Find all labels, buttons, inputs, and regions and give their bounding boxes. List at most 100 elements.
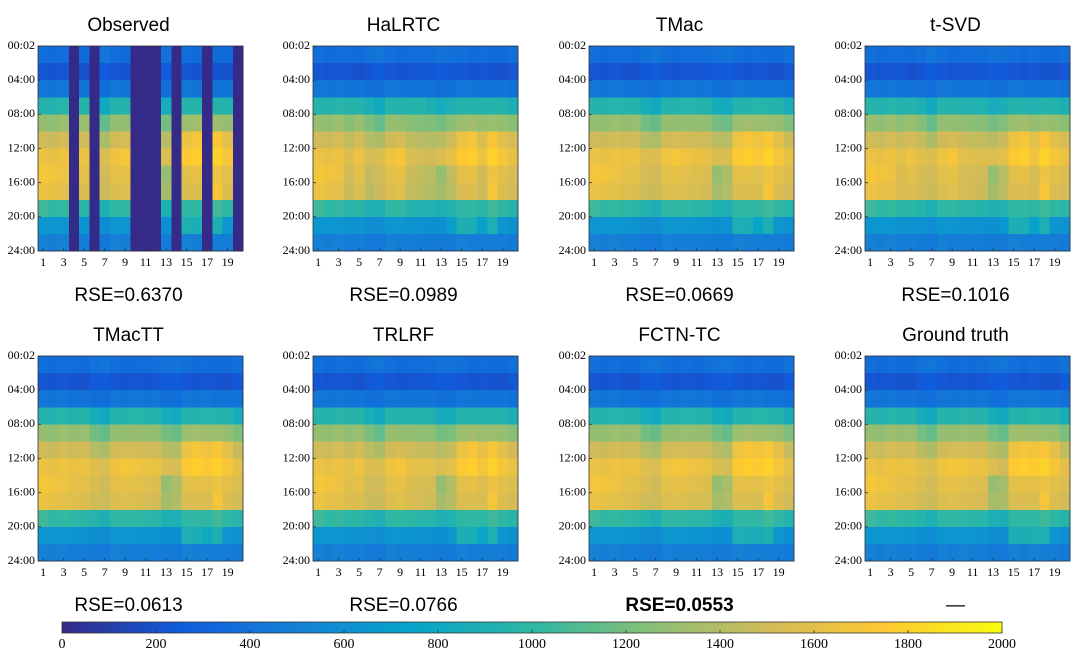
heat-cell	[742, 458, 754, 476]
heat-cell	[415, 199, 427, 218]
heat-cell	[1018, 199, 1030, 218]
heat-cell	[58, 63, 70, 81]
heat-cell	[232, 492, 244, 511]
heat-cell	[947, 63, 958, 81]
x-tick-label: 3	[61, 565, 67, 579]
heat-cell	[38, 182, 49, 201]
heat-cell	[681, 46, 692, 64]
heat-cell	[191, 182, 203, 201]
panel-title: HaLRTC	[367, 15, 441, 36]
heat-cell	[38, 373, 49, 391]
heat-cell	[1018, 475, 1030, 494]
heat-cell	[456, 63, 468, 81]
heat-cell	[1049, 441, 1061, 459]
x-tick-label: 13	[711, 255, 723, 269]
heat-cell	[783, 373, 795, 391]
heat-cell	[436, 46, 447, 64]
heat-cell	[701, 475, 713, 494]
heat-cell	[354, 509, 365, 528]
heat-cell	[497, 182, 509, 201]
heat-cell	[671, 458, 682, 476]
heat-cell	[763, 458, 774, 476]
heat-cell	[712, 407, 723, 425]
heat-cell	[1029, 475, 1040, 494]
heat-cell	[783, 424, 795, 442]
heat-cell	[48, 216, 59, 235]
heat-cell	[681, 407, 692, 425]
heat-cell	[1018, 356, 1030, 374]
heat-cell	[701, 458, 713, 476]
heat-cell	[323, 131, 334, 149]
heat-cell	[1029, 114, 1040, 132]
heat-cell	[58, 114, 70, 132]
heat-cell	[364, 216, 375, 235]
y-tick-label: 00:02	[283, 38, 310, 52]
heat-cell	[967, 492, 979, 511]
heat-cell	[895, 80, 907, 98]
heat-cell	[906, 543, 917, 562]
heat-cell	[181, 492, 193, 511]
heat-cell	[333, 97, 345, 115]
heat-cell	[763, 46, 774, 64]
heat-cell	[671, 492, 682, 511]
heat-cell	[619, 373, 631, 391]
heat-cell	[1039, 509, 1050, 528]
heat-cell	[998, 182, 1009, 201]
x-tick-label: 19	[1049, 255, 1061, 269]
heat-cell	[640, 131, 651, 149]
heat-cell	[681, 543, 692, 562]
heat-cell	[1039, 131, 1050, 149]
heat-cell	[140, 46, 152, 64]
heat-cell	[161, 526, 172, 545]
heat-cell	[1008, 458, 1020, 476]
heat-cell	[99, 80, 111, 98]
heat-cell	[48, 492, 59, 511]
heat-cell	[395, 407, 406, 425]
heat-cell	[783, 165, 795, 184]
heat-cell	[487, 46, 498, 64]
heat-cell	[202, 97, 213, 115]
heat-cell	[599, 233, 610, 252]
heat-cell	[640, 63, 651, 81]
heat-cell	[865, 199, 876, 218]
heat-cell	[1049, 46, 1061, 64]
heat-cell	[926, 390, 938, 408]
heat-cell	[895, 148, 907, 166]
heat-cell	[425, 492, 437, 511]
heat-cell	[120, 148, 131, 166]
y-tick-label: 16:00	[835, 484, 862, 498]
heat-cell	[1059, 182, 1071, 201]
heat-cell	[38, 63, 49, 81]
heat-cell	[936, 492, 948, 511]
heat-cell	[722, 543, 733, 562]
heat-cell	[895, 424, 907, 442]
heat-cell	[701, 114, 713, 132]
heat-cell	[630, 526, 641, 545]
x-tick-label: 7	[377, 565, 383, 579]
x-tick-label: 7	[653, 255, 659, 269]
heat-cell	[171, 424, 182, 442]
heat-cell	[998, 148, 1009, 166]
heat-cell	[415, 424, 427, 442]
heat-cell	[1039, 526, 1050, 545]
heat-cell	[885, 492, 897, 511]
heat-cell	[865, 492, 876, 511]
heat-cell	[895, 131, 907, 149]
heat-cell	[691, 46, 703, 64]
heat-cell	[323, 373, 334, 391]
heat-cell	[701, 182, 713, 201]
heat-cell	[415, 63, 427, 81]
heat-cell	[222, 97, 234, 115]
y-tick-label: 16:00	[8, 174, 35, 188]
heat-cell	[967, 148, 979, 166]
heat-cell	[895, 390, 907, 408]
heat-cell	[763, 80, 774, 98]
heat-cell	[865, 373, 876, 391]
heat-cell	[477, 131, 488, 149]
heat-cell	[415, 526, 427, 545]
heat-cell	[333, 233, 345, 252]
heat-cell	[232, 80, 244, 98]
heat-cell	[477, 441, 488, 459]
heat-cell	[1059, 216, 1071, 235]
panel-title: Ground truth	[902, 325, 1009, 346]
